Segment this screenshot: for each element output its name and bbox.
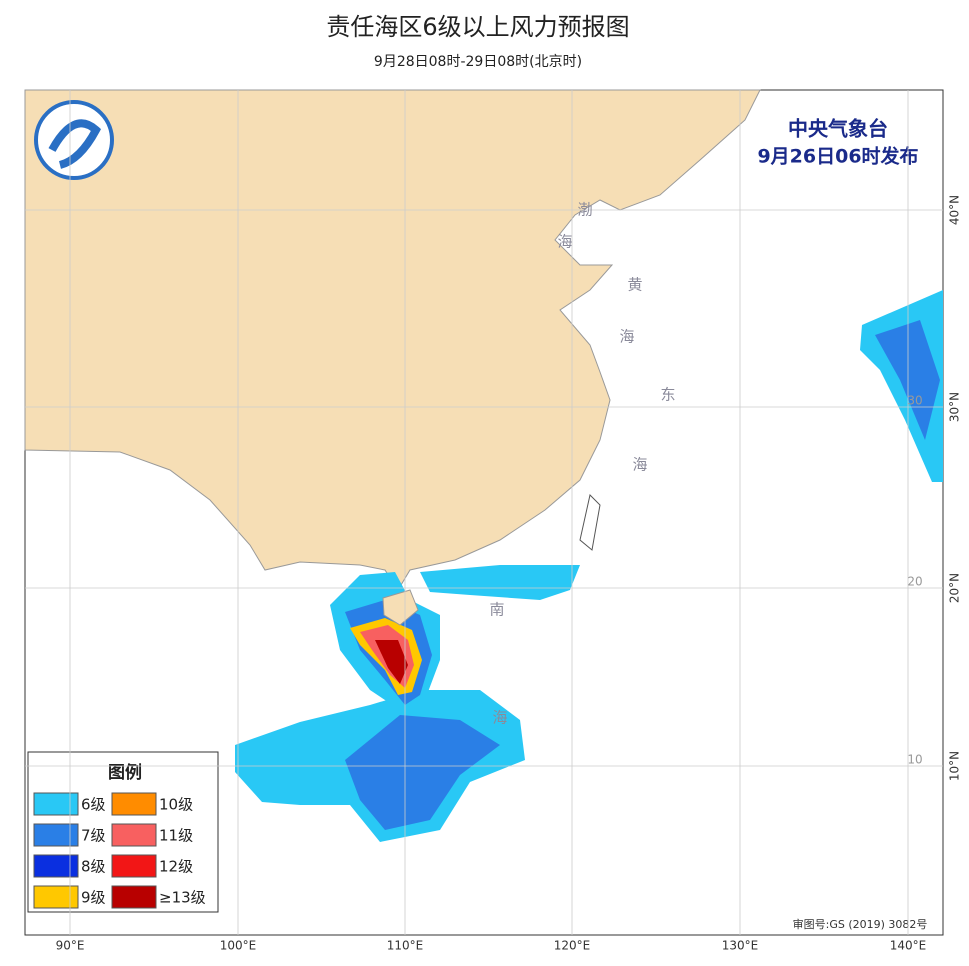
title: 责任海区6级以上风力预报图 xyxy=(326,13,629,41)
legend-swatch xyxy=(33,792,79,816)
wind-area xyxy=(345,715,500,830)
approval: 审图号:GS (2019) 3082号 xyxy=(793,917,928,931)
sea-label: 海 xyxy=(632,456,647,474)
sea-label: 海 xyxy=(619,328,634,346)
longitude-label: 120°E xyxy=(554,939,591,953)
issue-time: 9月26日06时发布 xyxy=(757,145,918,168)
wind-area xyxy=(420,565,580,600)
legend-label: 7级 xyxy=(81,827,106,845)
sea-label: 海 xyxy=(492,709,507,727)
sea-label: 东 xyxy=(660,386,675,404)
legend-swatch xyxy=(111,854,157,878)
longitude-label: 90°E xyxy=(56,939,85,953)
legend-label: 9级 xyxy=(81,889,106,907)
latitude-label: 30°N xyxy=(948,392,962,422)
legend-swatch xyxy=(33,823,79,847)
legend-label: 6级 xyxy=(81,796,106,814)
legend: 图例 6级 10级 7级 11级 8级 12级 9级 ≥13级 xyxy=(27,751,219,913)
legend-title: 图例 xyxy=(108,762,142,783)
longitude-label: 100°E xyxy=(220,939,257,953)
legend-label: ≥13级 xyxy=(159,889,206,907)
legend-label: 12级 xyxy=(159,858,193,876)
legend-swatch xyxy=(111,823,157,847)
sea-label: 海 xyxy=(557,233,572,251)
hainan xyxy=(382,589,419,626)
longitude-label: 110°E xyxy=(387,939,424,953)
sea-label: 渤 xyxy=(577,201,592,219)
legend-label: 11级 xyxy=(159,827,193,845)
legend-swatch xyxy=(33,885,79,909)
longitude-label: 140°E xyxy=(890,939,927,953)
grid-label: 20 xyxy=(907,575,922,589)
legend-swatch xyxy=(111,885,157,909)
logo-mark xyxy=(48,119,101,169)
latitude-label: 40°N xyxy=(948,195,962,225)
logo xyxy=(34,100,114,180)
grid-label: 10 xyxy=(907,753,922,767)
latitude-label: 20°N xyxy=(948,573,962,603)
latitude-label: 10°N xyxy=(948,751,962,781)
wind-area xyxy=(375,640,408,684)
legend-swatch xyxy=(33,854,79,878)
wind-area xyxy=(875,320,940,440)
grid-label: 30 xyxy=(907,394,922,408)
subtitle: 9月28日08时-29日08时(北京时) xyxy=(374,54,582,70)
sea-label: 南 xyxy=(489,601,504,619)
china-land xyxy=(24,89,761,591)
legend-label: 10级 xyxy=(159,796,193,814)
issuer-name: 中央气象台 xyxy=(788,117,888,141)
legend-label: 8级 xyxy=(81,858,106,876)
sea-label: 黄 xyxy=(627,276,642,294)
longitude-label: 130°E xyxy=(722,939,759,953)
legend-swatch xyxy=(111,792,157,816)
taiwan xyxy=(579,494,601,551)
